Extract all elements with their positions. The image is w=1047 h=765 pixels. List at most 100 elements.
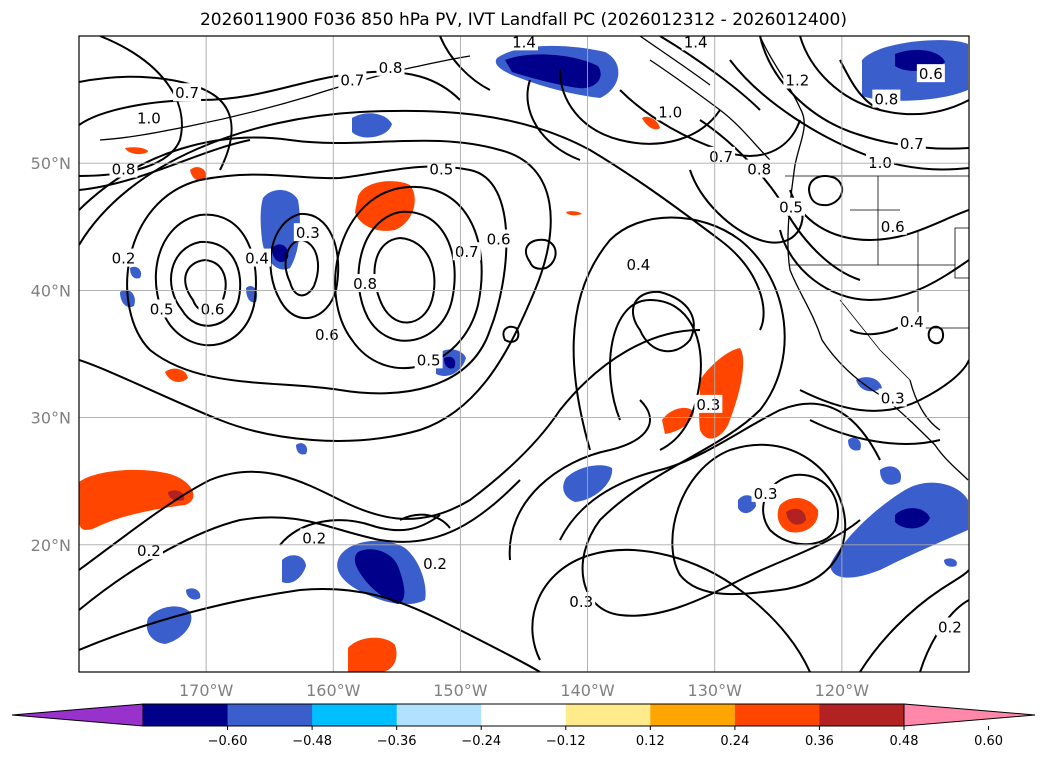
- map-frame: [78, 35, 970, 673]
- contour-label: 1.0: [658, 103, 682, 121]
- contour-label-bg: [198, 299, 227, 318]
- contour-label-bg: [745, 159, 774, 178]
- contour-label-bg: [109, 159, 138, 178]
- pv-shading-negative: [120, 40, 968, 644]
- contour-label: 0.3: [296, 224, 320, 242]
- colorbar-tick-label: −0.60: [208, 734, 248, 749]
- contour-label-bg: [656, 102, 685, 121]
- contour-label-bg: [312, 324, 341, 343]
- colorbar: −0.60 −0.48 −0.36 −0.24 −0.12 0.12 0.24 0.36 0.4…: [11, 703, 1036, 749]
- contour-label: 0.3: [754, 485, 778, 503]
- contour-label-bg: [109, 248, 138, 267]
- contour-label-bg: [351, 274, 380, 293]
- colorbar-segment: [650, 704, 736, 726]
- contour-label: 0.2: [938, 618, 962, 636]
- contour-label-bg: [134, 541, 163, 560]
- contour-label: 0.6: [919, 65, 943, 83]
- colorbar-tick-label: 0.60: [974, 734, 1003, 749]
- contour-label: 0.4: [626, 256, 650, 274]
- contour-label-bg: [510, 36, 538, 51]
- contour-label-bg: [624, 254, 653, 273]
- contour-label: 0.2: [302, 529, 326, 547]
- contour-label: 0.4: [900, 313, 924, 331]
- contour-label-bg: [897, 134, 926, 153]
- contour-label: 0.3: [569, 593, 593, 611]
- contour-label-bg: [707, 146, 736, 165]
- contour-label-bg: [694, 394, 723, 413]
- colorbar-segment: [481, 704, 567, 726]
- contour-label: 0.8: [353, 275, 377, 293]
- latitude-tick-labels: 50°N 40°N 30°N 20°N: [31, 154, 71, 555]
- contour-label-bg: [427, 159, 456, 178]
- contour-label-bg: [300, 528, 329, 547]
- colorbar-tick-label: −0.48: [292, 734, 332, 749]
- colorbar-segment: [312, 704, 398, 726]
- contour-label: 0.2: [137, 542, 161, 560]
- contour-label: 0.8: [747, 161, 771, 179]
- map-panel[interactable]: 0.7 1.0 0.8 0.2 0.5 0.6 0.4 0.3 0.6 0.8 0.7 0.5 0.5 0…: [79, 32, 969, 672]
- contour-label: 0.2: [112, 250, 136, 268]
- contour-label: 0.6: [201, 300, 225, 318]
- contour-label-bg: [147, 299, 176, 318]
- colorbar-tick-label: −0.36: [377, 734, 417, 749]
- longitude-tick-label: 140°W: [560, 681, 615, 700]
- contour-label: 0.6: [487, 231, 511, 249]
- contour-labels: 0.7 1.0 0.8 0.2 0.5 0.6 0.4 0.3 0.6 0.8 0.7 0.5 0.5 0…: [109, 33, 964, 636]
- contour-label: 0.5: [429, 161, 453, 179]
- borders: [785, 175, 969, 381]
- contour-label-bg: [878, 216, 907, 235]
- contour-label-bg: [452, 242, 481, 261]
- contour-label-bg: [777, 197, 805, 216]
- contour-label-bg: [243, 248, 271, 267]
- contour-label-bg: [134, 108, 163, 127]
- longitude-tick-label: 130°W: [688, 681, 743, 700]
- contour-label-bg: [681, 36, 710, 51]
- latitude-tick-label: 20°N: [31, 536, 71, 555]
- contour-label: 0.2: [423, 555, 447, 573]
- contour-label-bg: [293, 223, 322, 242]
- contour-label: 0.5: [417, 351, 441, 369]
- colorbar-extend-min: [11, 703, 144, 727]
- contour-label: 0.8: [112, 161, 136, 179]
- colorbar-segment: [143, 704, 229, 726]
- contour-label-bg: [935, 617, 964, 636]
- contour-label: 0.5: [779, 199, 803, 217]
- contour-label: 0.8: [379, 59, 403, 77]
- longitude-tick-label: 160°W: [306, 681, 361, 700]
- contour-label-bg: [421, 553, 449, 572]
- map-title: 2026011900 F036 850 hPa PV, IVT Landfall…: [199, 10, 847, 30]
- contour-label-bg: [783, 70, 812, 89]
- colorbar-tick-label: 0.12: [636, 734, 665, 749]
- contour-label-bg: [414, 350, 443, 369]
- contour-label: 0.7: [900, 135, 924, 153]
- colorbar-segment: [819, 704, 905, 726]
- contour-label: 0.6: [315, 326, 339, 344]
- latitude-tick-label: 50°N: [31, 154, 71, 173]
- longitude-tick-label: 120°W: [815, 681, 870, 700]
- contour-label: 1.4: [512, 33, 536, 51]
- colorbar-segment: [396, 704, 482, 726]
- contour-label-bg: [897, 312, 926, 331]
- contour-label: 0.6: [881, 218, 905, 236]
- contour-label-bg: [872, 89, 901, 108]
- latitude-tick-label: 40°N: [31, 281, 71, 300]
- contour-label: 0.3: [881, 390, 905, 408]
- colorbar-tick-label: 0.48: [890, 734, 919, 749]
- contour-label: 1.2: [785, 72, 809, 90]
- contour-label: 0.7: [340, 72, 364, 90]
- contour-label-bg: [338, 70, 367, 89]
- colorbar-outline: [142, 703, 905, 727]
- latitude-tick-label: 30°N: [31, 409, 71, 428]
- contour-label: 1.0: [137, 110, 161, 128]
- longitude-tick-label: 150°W: [433, 681, 488, 700]
- colorbar-tick-label: 0.36: [805, 734, 834, 749]
- contour-label-bg: [916, 64, 945, 83]
- colorbar-segment: [734, 704, 820, 726]
- contour-label: 0.4: [245, 250, 269, 268]
- colorbar-tick-label: −0.12: [546, 734, 586, 749]
- longitude-tick-labels: 170°W 160°W 150°W 140°W 130°W 120°W: [179, 681, 869, 700]
- pv-shading-positive: [79, 116, 819, 672]
- colorbar-tick-label: −0.24: [461, 734, 501, 749]
- colorbar-tick-label: 0.24: [720, 734, 749, 749]
- contour-label: 0.8: [874, 91, 898, 109]
